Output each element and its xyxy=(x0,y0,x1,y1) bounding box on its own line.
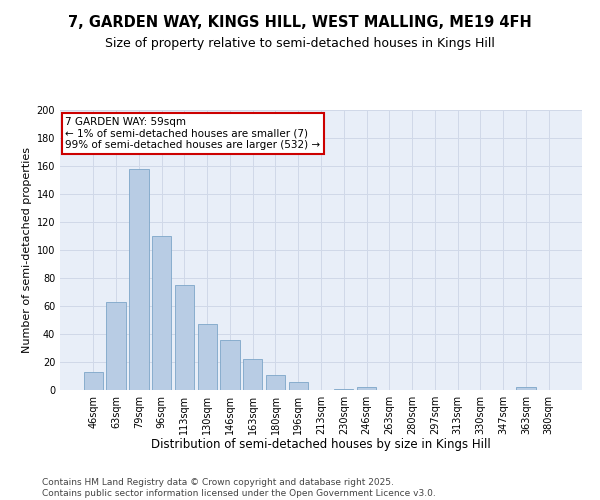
Bar xyxy=(266,374,285,390)
X-axis label: Distribution of semi-detached houses by size in Kings Hill: Distribution of semi-detached houses by … xyxy=(151,438,491,452)
Bar xyxy=(84,372,103,390)
Text: Size of property relative to semi-detached houses in Kings Hill: Size of property relative to semi-detach… xyxy=(105,38,495,51)
Text: Contains HM Land Registry data © Crown copyright and database right 2025.
Contai: Contains HM Land Registry data © Crown c… xyxy=(42,478,436,498)
Bar xyxy=(106,302,126,390)
Bar xyxy=(152,236,172,390)
Bar xyxy=(129,169,149,390)
Text: 7 GARDEN WAY: 59sqm
← 1% of semi-detached houses are smaller (7)
99% of semi-det: 7 GARDEN WAY: 59sqm ← 1% of semi-detache… xyxy=(65,117,320,150)
Bar xyxy=(243,359,262,390)
Bar xyxy=(289,382,308,390)
Bar xyxy=(220,340,239,390)
Bar xyxy=(357,387,376,390)
Bar xyxy=(175,285,194,390)
Bar xyxy=(334,388,353,390)
Text: 7, GARDEN WAY, KINGS HILL, WEST MALLING, ME19 4FH: 7, GARDEN WAY, KINGS HILL, WEST MALLING,… xyxy=(68,15,532,30)
Bar xyxy=(516,387,536,390)
Bar xyxy=(197,324,217,390)
Y-axis label: Number of semi-detached properties: Number of semi-detached properties xyxy=(22,147,32,353)
